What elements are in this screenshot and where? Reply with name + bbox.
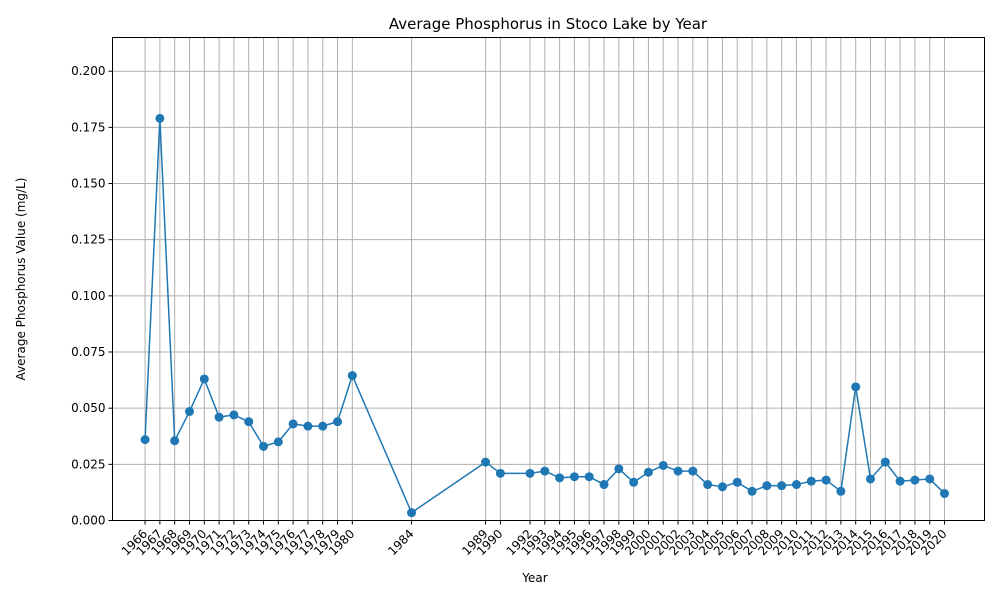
data-point[interactable]	[303, 421, 313, 431]
data-point[interactable]	[214, 412, 224, 422]
y-tick-label: 0.100	[71, 289, 105, 303]
data-point[interactable]	[584, 472, 594, 482]
data-point[interactable]	[569, 472, 579, 482]
data-point[interactable]	[229, 410, 239, 420]
data-point[interactable]	[140, 435, 150, 445]
data-point[interactable]	[762, 481, 772, 491]
data-point[interactable]	[821, 475, 831, 485]
data-point[interactable]	[155, 113, 165, 123]
chart-title: Average Phosphorus in Stoco Lake by Year	[389, 15, 708, 33]
data-point[interactable]	[717, 482, 727, 492]
data-point[interactable]	[333, 417, 343, 427]
y-tick-label: 0.150	[71, 177, 105, 191]
data-point[interactable]	[407, 508, 417, 518]
x-tick-label: 1984	[385, 527, 416, 558]
data-point[interactable]	[555, 473, 565, 483]
plot-frame	[112, 37, 985, 521]
y-tick-label: 0.025	[71, 457, 105, 471]
y-tick-label: 0.050	[71, 401, 105, 415]
data-point[interactable]	[244, 417, 254, 427]
data-point[interactable]	[688, 466, 698, 476]
grid	[112, 37, 985, 521]
data-point[interactable]	[599, 480, 609, 490]
data-point[interactable]	[777, 481, 787, 491]
data-point[interactable]	[836, 486, 846, 496]
x-axis: 1966196719681969197019711972197319741975…	[119, 520, 950, 558]
data-point[interactable]	[806, 476, 816, 486]
data-point[interactable]	[259, 441, 269, 451]
data-point[interactable]	[747, 486, 757, 496]
data-point[interactable]	[347, 371, 357, 381]
data-point[interactable]	[895, 476, 905, 486]
data-point[interactable]	[495, 468, 505, 478]
y-tick-label: 0.000	[71, 514, 105, 528]
x-axis-label: Year	[521, 571, 547, 585]
y-tick-label: 0.075	[71, 345, 105, 359]
data-point[interactable]	[673, 466, 683, 476]
y-axis: 0.000 0.025 0.050 0.075 0.100 0.125 0.150 0.175…	[71, 64, 113, 528]
y-tick-label: 0.125	[71, 233, 105, 247]
data-point[interactable]	[318, 421, 328, 431]
data-point[interactable]	[525, 468, 535, 478]
data-point[interactable]	[791, 480, 801, 490]
y-tick-label: 0.200	[71, 64, 105, 78]
data-point[interactable]	[851, 382, 861, 392]
data-point[interactable]	[540, 466, 550, 476]
data-point[interactable]	[288, 419, 298, 429]
data-point[interactable]	[925, 474, 935, 484]
data-point[interactable]	[703, 480, 713, 490]
data-point[interactable]	[910, 475, 920, 485]
data-point[interactable]	[866, 474, 876, 484]
data-point[interactable]	[481, 457, 491, 467]
data-point[interactable]	[199, 374, 209, 384]
data-point[interactable]	[732, 477, 742, 487]
data-point[interactable]	[614, 464, 624, 474]
data-point[interactable]	[273, 437, 283, 447]
data-point[interactable]	[940, 489, 950, 499]
data-point[interactable]	[184, 407, 194, 417]
data-point[interactable]	[170, 436, 180, 446]
y-axis-label: Average Phosphorus Value (mg/L)	[14, 178, 28, 381]
data-point[interactable]	[880, 457, 890, 467]
data-point[interactable]	[629, 477, 639, 487]
data-point[interactable]	[643, 467, 653, 477]
y-tick-label: 0.175	[71, 120, 105, 134]
data-point[interactable]	[658, 460, 668, 470]
data-series	[140, 113, 950, 518]
